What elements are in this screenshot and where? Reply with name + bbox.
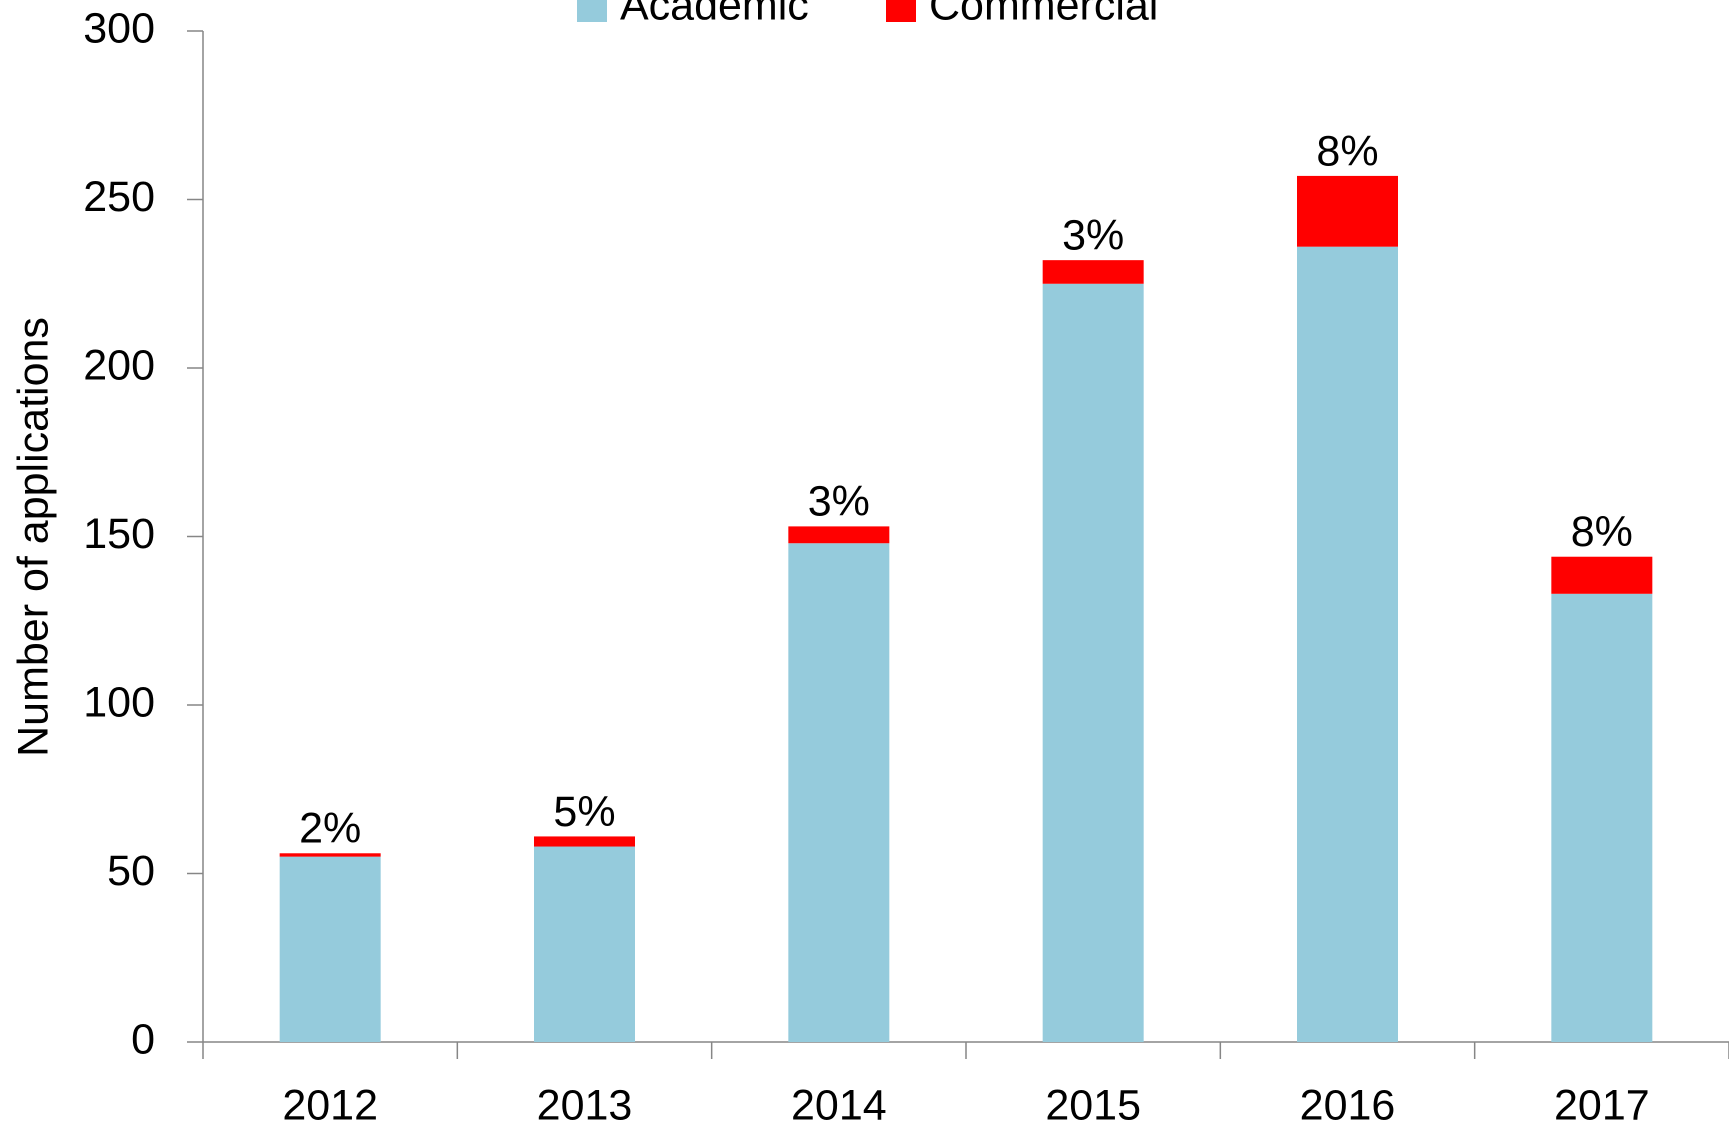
bar-segment	[1042, 283, 1144, 1042]
x-tick-label: 2014	[791, 1081, 887, 1129]
bar-annotation: 3%	[1062, 212, 1124, 260]
y-tick-label: 50	[107, 847, 155, 895]
bar-annotation: 8%	[1316, 127, 1378, 175]
bar-segment	[1297, 246, 1398, 1042]
legend-label: Academic	[620, 0, 809, 29]
bar-segment	[788, 526, 890, 544]
y-tick-label: 0	[131, 1015, 155, 1063]
x-tick-label: 2015	[1045, 1081, 1141, 1129]
y-tick-label: 250	[83, 173, 155, 221]
bar-segment	[279, 856, 381, 1042]
bar-segment	[1551, 593, 1653, 1042]
bar-segment	[1551, 556, 1653, 594]
bar-segment	[534, 846, 635, 1042]
bar-segment	[788, 543, 890, 1042]
legend-swatch	[886, 0, 916, 22]
legend-swatch	[577, 0, 607, 22]
bar-segment	[1042, 260, 1144, 284]
y-tick-label: 150	[83, 510, 155, 558]
x-tick-label: 2017	[1554, 1081, 1650, 1129]
bar-annotation: 3%	[808, 478, 870, 526]
y-tick-label: 200	[83, 341, 155, 389]
y-axis-label: Number of applications	[9, 317, 57, 757]
x-tick-label: 2016	[1300, 1081, 1396, 1129]
bar-segment	[534, 836, 635, 847]
x-tick-label: 2012	[282, 1081, 378, 1129]
x-tick-label: 2013	[537, 1081, 633, 1129]
bar-annotation: 5%	[553, 788, 615, 836]
y-tick-label: 300	[83, 4, 155, 52]
bar-segment	[279, 853, 381, 857]
bar-segment	[1297, 175, 1398, 247]
legend-label: Commercial	[929, 0, 1158, 29]
bar-annotation: 8%	[1571, 508, 1633, 556]
y-tick-label: 100	[83, 678, 155, 726]
bar-annotation: 2%	[299, 805, 361, 853]
